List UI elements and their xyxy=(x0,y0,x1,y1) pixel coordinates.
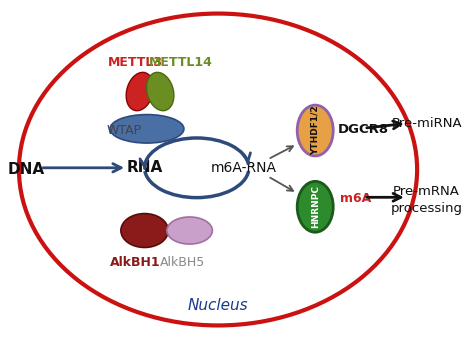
Text: AlkBH1: AlkBH1 xyxy=(110,256,160,269)
Text: YTHDF1/2: YTHDF1/2 xyxy=(311,106,319,155)
Text: DNA: DNA xyxy=(8,162,45,177)
Text: METTL3: METTL3 xyxy=(108,56,163,69)
Text: METTL14: METTL14 xyxy=(149,56,213,69)
Ellipse shape xyxy=(297,105,333,156)
Text: DGCR8: DGCR8 xyxy=(337,123,389,136)
Text: WTAP: WTAP xyxy=(107,124,142,137)
Text: AlkBH5: AlkBH5 xyxy=(160,256,205,269)
Ellipse shape xyxy=(297,181,333,232)
Ellipse shape xyxy=(126,72,154,111)
Text: Pre-miRNA: Pre-miRNA xyxy=(392,117,462,130)
Text: Pre-mRNA: Pre-mRNA xyxy=(393,185,460,198)
Ellipse shape xyxy=(146,72,174,111)
Text: m6A-RNA: m6A-RNA xyxy=(211,161,277,175)
Text: RNA: RNA xyxy=(127,160,163,175)
Text: m6A: m6A xyxy=(340,192,372,205)
Text: HNRNPC: HNRNPC xyxy=(311,185,319,228)
Text: Nucleus: Nucleus xyxy=(188,298,248,313)
Text: processing: processing xyxy=(391,202,463,215)
Circle shape xyxy=(121,214,168,247)
Ellipse shape xyxy=(167,217,212,244)
Ellipse shape xyxy=(110,115,184,143)
